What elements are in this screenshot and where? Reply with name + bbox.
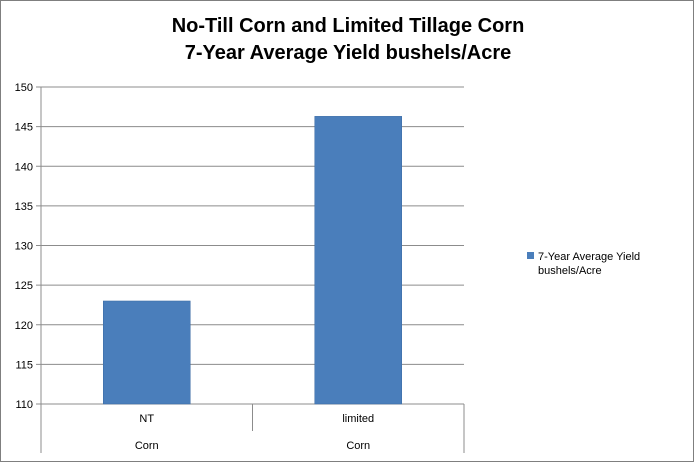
x-group-label: Corn xyxy=(346,440,370,452)
y-tick-label: 120 xyxy=(15,320,33,332)
legend-label-line-2: bushels/Acre xyxy=(538,265,602,277)
axis-labels: 110 115 120 125 130 135 140 145 150 NT Corn limited… xyxy=(15,82,375,452)
legend-label-line-1: 7-Year Average Yield xyxy=(538,251,640,263)
y-tick-label: 145 xyxy=(15,122,33,134)
x-group-label: Corn xyxy=(135,440,159,452)
y-tick-label: 110 xyxy=(15,399,33,411)
y-tick-label: 130 xyxy=(15,241,33,253)
x-category-label: NT xyxy=(139,413,154,425)
y-tick-label: 140 xyxy=(15,161,33,173)
y-tick-label: 135 xyxy=(15,201,33,213)
x-category-label: limited xyxy=(342,413,374,425)
legend: 7-Year Average Yield bushels/Acre xyxy=(527,251,640,277)
bars xyxy=(103,116,402,405)
bar xyxy=(314,116,402,405)
bar xyxy=(103,300,191,405)
y-tick-label: 125 xyxy=(15,280,33,292)
chart-title-line-2: 7-Year Average Yield bushels/Acre xyxy=(185,42,511,64)
y-tick-label: 115 xyxy=(15,359,33,371)
legend-swatch xyxy=(527,252,534,259)
y-tick-label: 150 xyxy=(15,82,33,94)
chart-title-line-1: No-Till Corn and Limited Tillage Corn xyxy=(172,15,525,37)
